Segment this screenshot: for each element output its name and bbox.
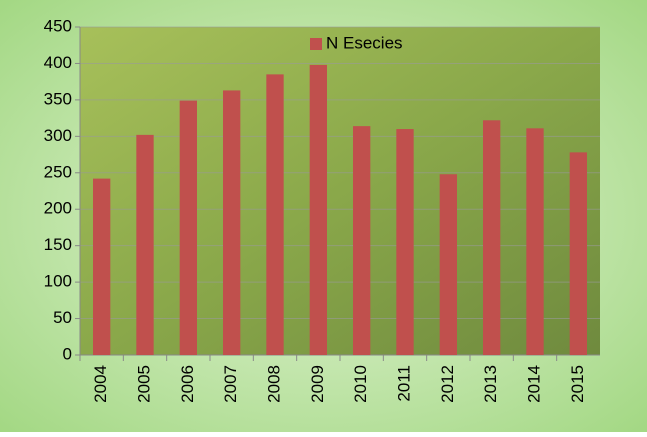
bar [93, 179, 110, 355]
chart: 0 50 100 150 200 250 300 350 400 450 2004 2005 2006 2… [0, 0, 647, 432]
x-tick-label: 2009 [308, 365, 327, 403]
bar [310, 65, 327, 355]
y-tick-label: 200 [44, 199, 72, 218]
x-tick-label: 2013 [481, 365, 500, 403]
y-tick-label: 300 [44, 126, 72, 145]
bar [440, 174, 457, 355]
x-tick-label: 2010 [351, 365, 370, 403]
legend-label: N Esecies [326, 33, 403, 52]
y-tick-label: 450 [44, 16, 72, 35]
x-tick-label: 2005 [134, 365, 153, 403]
bar [526, 128, 543, 355]
bar [396, 129, 413, 355]
x-tick-label: 2014 [524, 365, 543, 403]
bar [353, 126, 370, 355]
bar [136, 135, 153, 355]
x-tick-label: 2012 [438, 365, 457, 403]
y-tick-label: 150 [44, 235, 72, 254]
bar [223, 90, 240, 355]
x-tick-label: 2008 [264, 365, 283, 403]
x-tick-label: 2004 [91, 365, 110, 403]
y-tick-label: 100 [44, 272, 72, 291]
y-tick-label: 350 [44, 89, 72, 108]
x-tick-label: 2015 [568, 365, 587, 403]
y-tick-label: 0 [63, 344, 72, 363]
bar [180, 101, 197, 355]
y-tick-label: 400 [44, 53, 72, 72]
x-tick-label: 2011 [394, 365, 413, 402]
y-tick-label: 250 [44, 162, 72, 181]
y-tick-label: 50 [53, 308, 72, 327]
x-tick-label: 2006 [178, 365, 197, 403]
bar [570, 152, 587, 355]
bar [266, 74, 283, 355]
legend-swatch [310, 38, 322, 50]
x-tick-label: 2007 [221, 365, 240, 403]
bar [483, 120, 500, 355]
plot-area [80, 27, 600, 355]
